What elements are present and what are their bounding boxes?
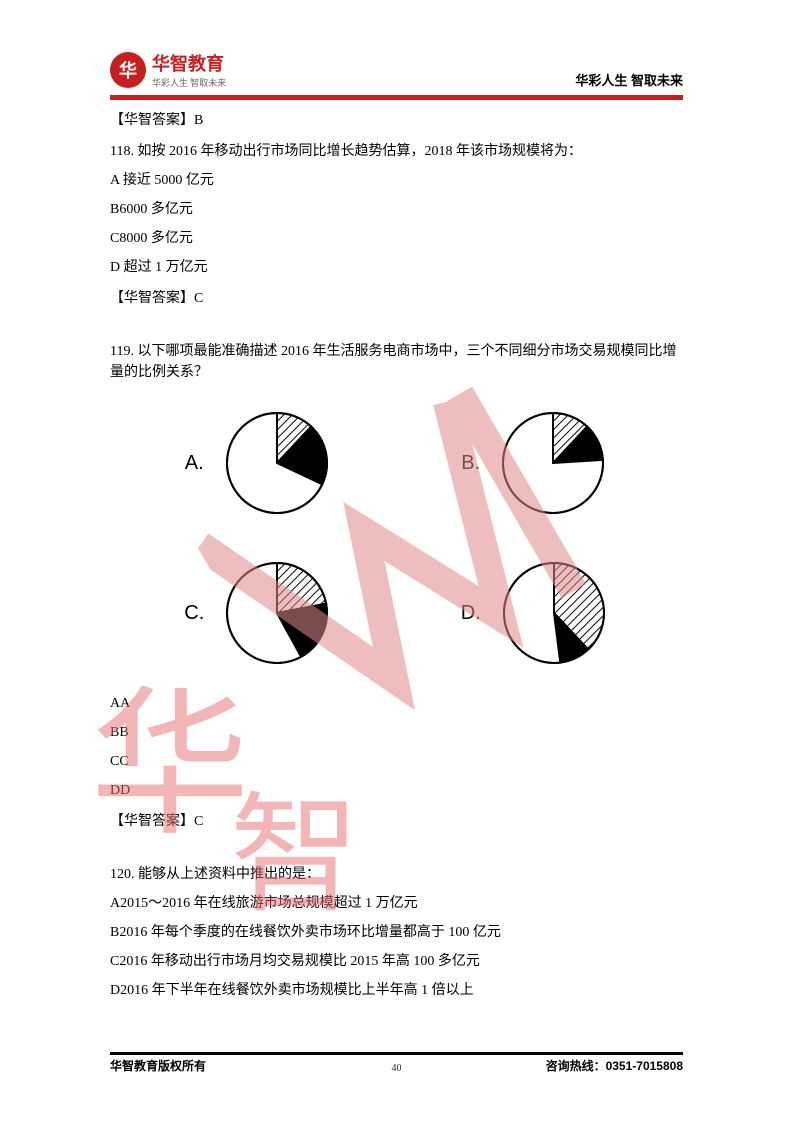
q118-answer: 【华智答案】C	[110, 288, 683, 309]
chart-d-cell: D.	[402, 558, 669, 668]
chart-a	[222, 408, 332, 518]
content: 【华智答案】B 118. 如按 2016 年移动出行市场同比增长趋势估算，201…	[0, 110, 793, 1001]
logo-main-text: 华智教育	[152, 50, 226, 76]
logo-text: 华智教育 华彩人生 智取未来	[152, 50, 226, 89]
q118-text: 118. 如按 2016 年移动出行市场同比增长趋势估算，2018 年该市场规模…	[110, 141, 683, 162]
chart-c-cell: C.	[125, 558, 392, 668]
chart-d	[499, 558, 609, 668]
header-rule	[110, 95, 683, 100]
page-header: 华 华智教育 华彩人生 智取未来 华彩人生 智取未来	[0, 0, 793, 89]
q119-bb: BB	[110, 722, 683, 743]
q119-text: 119. 以下哪项最能准确描述 2016 年生活服务电商市场中，三个不同细分市场…	[110, 341, 683, 383]
header-slogan: 华彩人生 智取未来	[575, 70, 683, 89]
q119-answer: 【华智答案】C	[110, 811, 683, 832]
chart-b	[498, 408, 608, 518]
logo-icon: 华	[110, 52, 146, 88]
chart-b-label: B.	[461, 448, 480, 478]
q119-aa: AA	[110, 693, 683, 714]
q119-cc: CC	[110, 751, 683, 772]
q118-opt-d: D 超过 1 万亿元	[110, 257, 683, 278]
q118-opt-a: A 接近 5000 亿元	[110, 170, 683, 191]
q120-opt-c: C2016 年移动出行市场月均交易规模比 2015 年高 100 多亿元	[110, 951, 683, 972]
q120-opt-d: D2016 年下半年在线餐饮外卖市场规模比上半年高 1 倍以上	[110, 980, 683, 1001]
chart-c-label: C.	[184, 598, 204, 628]
chart-a-label: A.	[185, 448, 204, 478]
q120-opt-b: B2016 年每个季度的在线餐饮外卖市场环比增量都高于 100 亿元	[110, 922, 683, 943]
chart-b-cell: B.	[402, 408, 669, 518]
q119-dd: DD	[110, 780, 683, 801]
logo-sub-text: 华彩人生 智取未来	[152, 76, 226, 89]
footer-copyright: 华智教育版权所有	[110, 1057, 206, 1074]
chart-a-cell: A.	[125, 408, 392, 518]
answer-prev: 【华智答案】B	[110, 110, 683, 131]
q118-opt-c: C8000 多亿元	[110, 228, 683, 249]
q120-opt-a: A2015～2016 年在线旅游市场总规模超过 1 万亿元	[110, 893, 683, 914]
page: 华 智 华 华智教育 华彩人生 智取未来 华彩人生 智取未来 【华智答案】B 1…	[0, 0, 793, 1122]
q119-charts: A. B. C. D.	[125, 408, 668, 668]
q118-opt-b: B6000 多亿元	[110, 199, 683, 220]
page-footer: 华智教育版权所有 咨询热线：0351-7015808	[110, 1052, 683, 1074]
chart-c	[222, 558, 332, 668]
chart-d-label: D.	[461, 598, 481, 628]
logo-block: 华 华智教育 华彩人生 智取未来	[110, 50, 226, 89]
footer-hotline: 咨询热线：0351-7015808	[546, 1057, 683, 1074]
q120-text: 120. 能够从上述资料中推出的是：	[110, 864, 683, 885]
